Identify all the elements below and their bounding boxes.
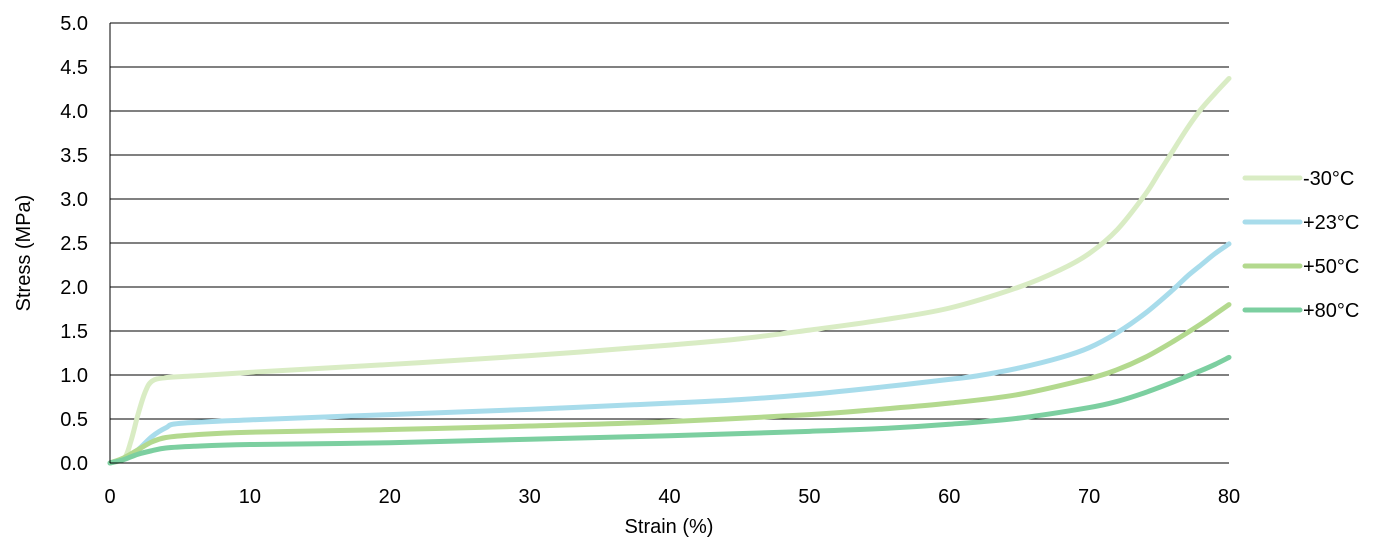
x-tick-label: 10 bbox=[239, 486, 261, 508]
series-line bbox=[107, 241, 1232, 466]
y-tick-label: 1.5 bbox=[60, 321, 88, 343]
legend-label: +23°C bbox=[1303, 212, 1359, 234]
y-tick-label: 0.0 bbox=[60, 453, 88, 475]
x-tick-label: 80 bbox=[1218, 486, 1240, 508]
y-tick-label: 1.0 bbox=[60, 365, 88, 387]
series-line bbox=[107, 302, 1232, 466]
legend: -30°C +23°C +50°C +80°C bbox=[1242, 168, 1359, 322]
x-tick-label: 40 bbox=[658, 486, 680, 508]
y-tick-label: 5.0 bbox=[60, 13, 88, 35]
x-tick-label: 50 bbox=[798, 486, 820, 508]
y-tick-label: 3.5 bbox=[60, 145, 88, 167]
legend-label: +80°C bbox=[1303, 300, 1359, 322]
x-tick-label: 70 bbox=[1078, 486, 1100, 508]
x-axis-tick-labels: 0 10 20 30 40 50 60 70 80 bbox=[104, 486, 1240, 508]
y-tick-label: 2.0 bbox=[60, 277, 88, 299]
series-line bbox=[107, 354, 1232, 466]
x-axis-title: Strain (%) bbox=[625, 516, 714, 538]
y-axis-title: Stress (MPa) bbox=[13, 195, 35, 312]
x-tick-label: 0 bbox=[104, 486, 115, 508]
grid-lines bbox=[110, 22, 1229, 420]
series-lines bbox=[107, 75, 1232, 466]
x-tick-label: 30 bbox=[519, 486, 541, 508]
x-tick-label: 60 bbox=[938, 486, 960, 508]
y-tick-label: 3.0 bbox=[60, 189, 88, 211]
series-line bbox=[107, 75, 1232, 466]
y-axis-tick-labels: 0.0 0.5 1.0 1.5 2.0 2.5 3.0 3.5 4.0 4.5 5.0 bbox=[60, 13, 88, 475]
y-tick-label: 4.5 bbox=[60, 57, 88, 79]
y-tick-label: 4.0 bbox=[60, 101, 88, 123]
x-tick-label: 20 bbox=[379, 486, 401, 508]
y-tick-label: 0.5 bbox=[60, 409, 88, 431]
legend-label: -30°C bbox=[1303, 168, 1354, 190]
legend-label: +50°C bbox=[1303, 256, 1359, 278]
y-tick-label: 2.5 bbox=[60, 233, 88, 255]
